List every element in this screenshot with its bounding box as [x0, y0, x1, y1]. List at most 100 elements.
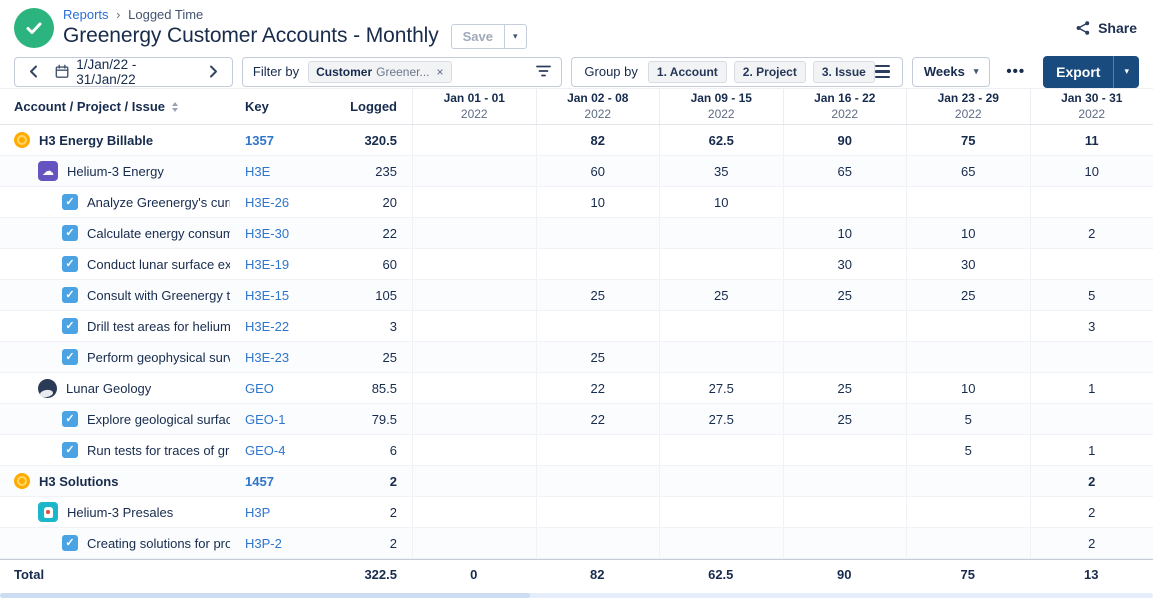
issue-key-link[interactable]: H3E-23 — [245, 349, 290, 365]
table-row[interactable]: H3 Energy Billable 1357 320.5 82 62.5 90 75 11 — [0, 125, 1153, 156]
issue-key-link[interactable]: H3P — [245, 504, 271, 520]
week-value-cell — [906, 342, 1030, 372]
week-value-cell: 10 — [1029, 156, 1153, 186]
issue-key-link[interactable]: H3E-26 — [245, 194, 290, 210]
previous-period-button[interactable] — [19, 58, 47, 86]
share-button[interactable]: Share — [1075, 20, 1137, 36]
week-value-cell — [535, 497, 660, 527]
week-column-header: Jan 23 - 29 2022 — [906, 89, 1030, 124]
table-row[interactable]: ✓ Creating solutions for proje... H3P-2 2 2 — [0, 528, 1153, 559]
logged-value: 2 — [389, 473, 397, 489]
export-button[interactable]: Export — [1056, 63, 1101, 80]
save-button[interactable]: Save — [450, 23, 505, 49]
table-row[interactable]: Helium-3 Presales H3P 2 2 — [0, 497, 1153, 528]
table-row[interactable]: ✓ Consult with Greenergy to ... H3E-15 105 2… — [0, 280, 1153, 311]
save-split-button: Save ▾ — [450, 23, 527, 49]
group-chip-account[interactable]: 1. Account — [647, 60, 727, 83]
issue-key-link[interactable]: H3E — [245, 163, 271, 179]
week-value-cell: 22 — [535, 373, 660, 403]
export-dropdown-button[interactable]: ▾ — [1113, 55, 1139, 88]
week-value-cell — [535, 528, 660, 558]
week-value-cell: 2 — [1029, 466, 1153, 496]
issue-key-link[interactable]: H3E-30 — [245, 225, 290, 241]
view-options-menu-icon[interactable] — [874, 64, 890, 79]
sort-icon[interactable] — [172, 101, 178, 112]
week-value-cell: 3 — [1029, 311, 1153, 341]
issue-key-link[interactable]: GEO-4 — [245, 442, 286, 458]
table-row[interactable]: Lunar Geology GEO 85.5 22 27.5 25 10 1 — [0, 373, 1153, 404]
table-row[interactable]: ☁ Helium-3 Energy H3E 235 60 35 65 65 10 — [0, 156, 1153, 187]
week-value-cell: 75 — [906, 125, 1030, 155]
table-row[interactable]: ✓ Drill test areas for helium-3... H3E-22 3… — [0, 311, 1153, 342]
logged-time-table: Account / Project / Issue Key Logged Jan… — [0, 88, 1153, 589]
week-value-cell: 62.5 — [659, 125, 783, 155]
table-row[interactable]: ✓ Conduct lunar surface exp... H3E-19 60 303… — [0, 249, 1153, 280]
logged-value: 320.5 — [364, 132, 397, 148]
issue-key-link[interactable]: H3E-22 — [245, 318, 290, 334]
week-value-cell — [412, 404, 536, 434]
group-chip-project[interactable]: 2. Project — [733, 60, 806, 83]
column-header-account-project-issue[interactable]: Account / Project / Issue — [0, 89, 230, 124]
save-dropdown-button[interactable]: ▾ — [505, 23, 527, 49]
horizontal-scrollbar[interactable] — [0, 593, 1153, 598]
task-checkbox-icon: ✓ — [62, 442, 78, 458]
week-value-cell — [906, 311, 1030, 341]
week-value-cell: 10 — [659, 187, 783, 217]
table-row[interactable]: ✓ Calculate energy consumpt... H3E-30 22 101… — [0, 218, 1153, 249]
logged-value: 60 — [382, 256, 397, 272]
total-week-value: 75 — [960, 567, 975, 582]
week-value-cell — [412, 125, 536, 155]
next-period-button[interactable] — [200, 58, 228, 86]
row-name: Run tests for traces of gree... — [87, 442, 230, 458]
table-row[interactable]: ✓ Perform geophysical surve... H3E-23 25 25 — [0, 342, 1153, 373]
week-value-cell — [659, 342, 783, 372]
group-chip-issue[interactable]: 3. Issue — [812, 60, 875, 83]
week-value-cell — [412, 311, 536, 341]
filter-tag-customer[interactable]: Customer Greener... × — [308, 60, 452, 83]
task-checkbox-icon: ✓ — [62, 411, 78, 427]
issue-key-link[interactable]: GEO — [245, 380, 274, 396]
week-value-cell — [782, 528, 907, 558]
more-options-button[interactable]: ••• — [999, 63, 1032, 80]
table-row[interactable]: ✓ Explore geological surface ... GEO-1 79.5… — [0, 404, 1153, 435]
week-value-cell — [782, 466, 907, 496]
week-value-cell — [1029, 249, 1153, 279]
week-value-cell: 25 — [782, 373, 907, 403]
table-row[interactable]: H3 Solutions 1457 2 2 — [0, 466, 1153, 497]
filter-bar[interactable]: Filter by Customer Greener... × — [241, 56, 563, 87]
week-column-header: Jan 30 - 31 2022 — [1029, 89, 1153, 124]
issue-key-link[interactable]: H3E-15 — [245, 287, 290, 303]
scrollbar-thumb[interactable] — [0, 593, 531, 598]
check-icon — [26, 22, 42, 34]
issue-key-link[interactable]: 1357 — [245, 132, 274, 148]
breadcrumb-logged-time-link[interactable]: Logged Time — [128, 6, 204, 22]
chevron-down-icon: ▾ — [973, 66, 979, 76]
week-value-cell: 5 — [906, 404, 1030, 434]
chevron-right-icon — [210, 65, 218, 78]
week-value-cell — [1029, 404, 1153, 434]
total-logged-value: 322.5 — [364, 567, 397, 582]
week-value-cell — [412, 342, 536, 372]
period-granularity-dropdown[interactable]: Weeks ▾ — [911, 56, 991, 87]
issue-key-link[interactable]: H3E-19 — [245, 256, 290, 272]
app-header: Reports › Logged Time Greenergy Customer… — [0, 0, 1153, 55]
week-value-cell — [782, 311, 907, 341]
filter-funnel-icon[interactable] — [536, 65, 552, 78]
chevron-down-icon: ▾ — [513, 30, 518, 41]
date-range-picker[interactable]: 1/Jan/22 - 31/Jan/22 — [47, 57, 199, 87]
week-value-cell: 22 — [535, 404, 660, 434]
issue-key-link[interactable]: H3P-2 — [245, 535, 282, 551]
task-checkbox-icon: ✓ — [62, 225, 78, 241]
remove-filter-icon[interactable]: × — [436, 64, 444, 79]
breadcrumb-reports-link[interactable]: Reports — [63, 6, 109, 22]
issue-key-link[interactable]: GEO-1 — [245, 411, 286, 427]
week-value-cell — [412, 280, 536, 310]
week-value-cell — [535, 466, 660, 496]
table-row[interactable]: ✓ Analyze Greenergy's curre... H3E-26 20 101… — [0, 187, 1153, 218]
week-value-cell — [412, 249, 536, 279]
group-by-label: Group by — [584, 64, 638, 79]
row-name: Helium-3 Energy — [67, 163, 164, 179]
table-row[interactable]: ✓ Run tests for traces of gree... GEO-4 6 51 — [0, 435, 1153, 466]
issue-key-link[interactable]: 1457 — [245, 473, 274, 489]
